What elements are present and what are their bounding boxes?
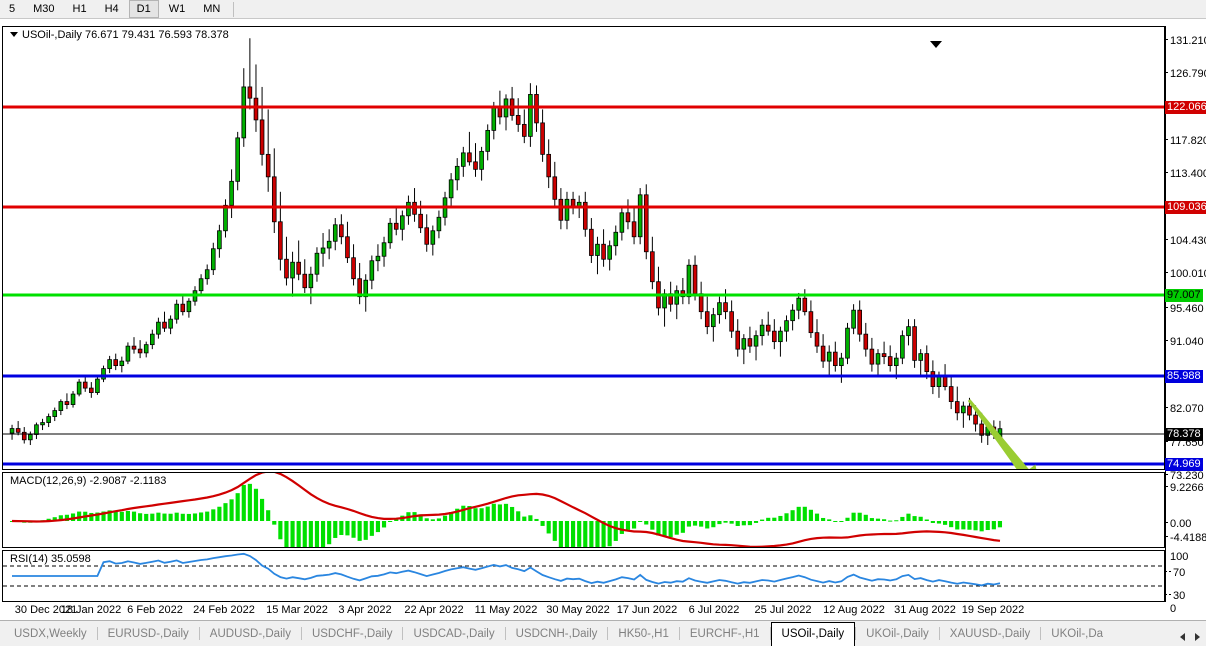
date-axis[interactable]: 30 Dec 2021 18 Jan 2022 6 Feb 2022 24 Feb 2… [2, 603, 1165, 619]
chart-tab-bar: USDX,Weekly EURUSD-,Daily AUDUSD-,Daily USD… [0, 620, 1206, 646]
date-label: 6 Feb 2022 [127, 604, 183, 616]
tab-divider [96, 627, 98, 640]
rsi-tick-100: 100 [1165, 551, 1188, 563]
chart-tab-usdx-weekly[interactable]: USDX,Weekly [14, 628, 87, 640]
tab-divider [1040, 627, 1042, 640]
price-tick-73.230: 73.230 [1165, 470, 1204, 482]
chart-tab-usdchf-daily[interactable]: USDCHF-,Daily [311, 628, 393, 640]
price-axis[interactable]: 131.210 126.790 117.820 113.400 104.430 100.0… [1165, 26, 1206, 615]
chart-tab-xauusd-daily[interactable]: XAUUSD-,Daily [949, 628, 1031, 640]
price-level-chip-122.066[interactable]: 122.066 [1165, 101, 1206, 114]
timeframe-mn[interactable]: MN [203, 3, 221, 15]
chart-position-marker [930, 41, 942, 48]
down-trend-arrow[interactable] [967, 399, 1041, 469]
tab-divider [504, 627, 506, 640]
tab-divider [198, 627, 200, 640]
date-label: 31 Aug 2022 [894, 604, 956, 616]
rsi-tick-70: 70 [1165, 567, 1185, 579]
price-level-chip-97.007[interactable]: 97.007 [1165, 289, 1203, 302]
macd-pane[interactable]: MACD(12,26,9) -2.9087 -2.1183 [2, 472, 1165, 548]
timeframe-h1[interactable]: H1 [72, 3, 87, 15]
date-label: 22 Apr 2022 [404, 604, 464, 616]
chart-tab-usdcad-daily[interactable]: USDCAD-,Daily [413, 628, 495, 640]
tab-divider [938, 627, 940, 640]
rsi-tick-0: 0 [1165, 603, 1176, 615]
date-label: 25 Jul 2022 [754, 604, 812, 616]
date-label: 11 May 2022 [474, 604, 538, 616]
price-pane-label-text: USOil-,Daily 76.671 79.431 76.593 78.378 [22, 29, 229, 41]
timeframe-d1[interactable]: D1 [128, 0, 159, 18]
chart-tab-eurusd-daily[interactable]: EURUSD-,Daily [107, 628, 189, 640]
date-label: 30 May 2022 [546, 604, 610, 616]
price-tick-95.460: 95.460 [1165, 303, 1204, 315]
chart-tab-audusd-daily[interactable]: AUDUSD-,Daily [209, 628, 291, 640]
axis-separator [1165, 26, 1166, 602]
scroll-left-icon[interactable] [1180, 633, 1185, 641]
chart-tab-eurchf-h1[interactable]: EURCHF-,H1 [689, 628, 760, 640]
price-level-chip-85.988[interactable]: 85.988 [1165, 370, 1203, 383]
date-label: 19 Sep 2022 [961, 604, 1025, 616]
tab-scroll-arrows [1174, 633, 1206, 646]
price-tick-100.010: 100.010 [1165, 268, 1206, 280]
price-tick-126.790: 126.790 [1165, 68, 1206, 80]
price-tick-117.820: 117.820 [1165, 135, 1206, 147]
date-label: 30 Dec 2021 [14, 604, 78, 616]
macd-tick-0.00: 0.00 [1165, 518, 1191, 530]
chart-tab-hk50-h1[interactable]: HK50-,H1 [618, 628, 669, 640]
chart-area: USOil-,Daily 76.671 79.431 76.593 78.378… [0, 19, 1206, 620]
chart-tab-usdcnh-daily[interactable]: USDCNH-,Daily [515, 628, 598, 640]
date-label: 24 Feb 2022 [193, 604, 255, 616]
price-tick-131.210: 131.210 [1165, 35, 1206, 47]
tab-divider [769, 627, 771, 640]
price-tick-91.040: 91.040 [1165, 336, 1204, 348]
rsi-tick-30: 30 [1165, 590, 1185, 602]
tab-divider [678, 627, 680, 640]
rsi-pane[interactable]: RSI(14) 35.0598 [2, 550, 1165, 602]
timeframe-w1[interactable]: W1 [168, 3, 186, 15]
timeframe-5[interactable]: 5 [9, 3, 16, 15]
price-chart-pane[interactable]: USOil-,Daily 76.671 79.431 76.593 78.378 [2, 26, 1165, 470]
timeframe-m30[interactable]: M30 [33, 3, 55, 15]
price-level-chip-109.036[interactable]: 109.036 [1165, 201, 1206, 214]
price-pane-label: USOil-,Daily 76.671 79.431 76.593 78.378 [8, 29, 231, 41]
price-tick-82.070: 82.070 [1165, 403, 1204, 415]
chart-tab-ukoil-da[interactable]: UKOil-,Da [1051, 628, 1104, 640]
price-level-chip-74.969[interactable]: 74.969 [1165, 458, 1203, 471]
price-tick-113.400: 113.400 [1165, 168, 1206, 180]
rsi-line [12, 552, 1001, 587]
macd-pane-label: MACD(12,26,9) -2.9087 -2.1183 [8, 475, 169, 487]
tab-divider [855, 627, 857, 640]
scroll-right-icon[interactable] [1195, 633, 1200, 641]
tab-divider [402, 627, 404, 640]
timeframe-h4[interactable]: H4 [104, 3, 119, 15]
macd-svg [9, 473, 1003, 547]
macd-tick--4.4188: -4.4188 [1165, 532, 1206, 544]
date-label: 18 Jan 2022 [60, 604, 122, 616]
chart-tab-ukoil-daily[interactable]: UKOil-,Daily [866, 628, 929, 640]
tab-divider [300, 627, 302, 640]
timeframe-toolbar: 5 M30 H1 H4 D1 W1 MN [0, 0, 1206, 19]
rsi-pane-label: RSI(14) 35.0598 [8, 553, 93, 565]
rsi-svg [3, 552, 1164, 587]
date-label: 15 Mar 2022 [266, 604, 328, 616]
macd-signal-line [11, 473, 1001, 547]
price-tick-104.430: 104.430 [1165, 235, 1206, 247]
date-label: 6 Jul 2022 [688, 604, 740, 616]
collapse-caret-icon[interactable] [10, 32, 18, 37]
tab-divider [607, 627, 609, 640]
macd-tick-9.2266: 9.2266 [1165, 482, 1204, 494]
date-label: 3 Apr 2022 [338, 604, 392, 616]
price-level-chip-78.378[interactable]: 78.378 [1165, 428, 1203, 441]
date-label: 12 Aug 2022 [823, 604, 885, 616]
chart-tab-usoil-daily[interactable]: USOil-,Daily [770, 622, 856, 646]
candlestick-svg [3, 38, 1164, 469]
date-label: 17 Jun 2022 [616, 604, 678, 616]
toolbar-divider [233, 1, 235, 17]
